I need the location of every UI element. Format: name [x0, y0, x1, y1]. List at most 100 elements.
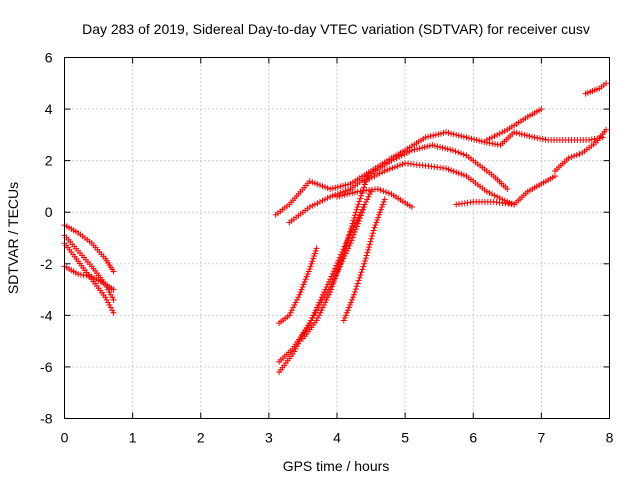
series-track-11	[340, 196, 388, 324]
data-point	[319, 183, 326, 190]
data-point	[357, 209, 364, 216]
data-point	[308, 260, 315, 267]
data-point	[429, 142, 436, 149]
data-point	[306, 178, 313, 185]
data-point	[419, 144, 426, 151]
data-point	[342, 182, 349, 189]
data-point	[105, 286, 112, 293]
data-point	[348, 237, 355, 244]
data-point	[307, 317, 314, 324]
data-point	[450, 131, 457, 138]
series-track-16	[552, 126, 610, 174]
data-point	[349, 189, 356, 196]
data-point	[361, 260, 368, 267]
series-track-13	[361, 160, 518, 208]
data-point	[309, 258, 316, 265]
data-point	[398, 152, 405, 159]
data-point	[296, 338, 303, 345]
data-point	[362, 198, 369, 205]
data-point	[353, 283, 360, 290]
series-track-7	[276, 245, 320, 327]
data-point	[318, 307, 325, 314]
data-point	[348, 223, 355, 230]
y-tick-label: 2	[45, 153, 53, 169]
data-point	[380, 188, 387, 195]
data-point	[346, 190, 353, 197]
data-point	[571, 153, 578, 160]
data-point	[360, 263, 367, 270]
data-point	[352, 209, 359, 216]
data-point	[345, 186, 352, 193]
data-point	[334, 193, 340, 200]
x-tick-label: 2	[197, 430, 205, 446]
data-point	[362, 255, 369, 262]
data-point	[327, 289, 334, 296]
data-point	[341, 191, 348, 198]
data-point	[332, 184, 339, 191]
data-point	[460, 172, 467, 179]
data-point	[437, 130, 444, 137]
data-point	[421, 144, 428, 151]
series-track-10	[299, 173, 371, 342]
data-point	[107, 291, 114, 298]
data-point	[588, 136, 595, 143]
data-point	[77, 271, 84, 278]
data-point	[314, 200, 321, 207]
data-point	[434, 143, 441, 150]
data-point	[312, 247, 319, 254]
data-point	[499, 129, 506, 136]
data-point	[300, 281, 307, 288]
data-point	[350, 294, 357, 301]
data-point	[336, 261, 343, 268]
x-tick-label: 5	[401, 430, 409, 446]
data-point	[330, 280, 337, 287]
data-point	[306, 204, 313, 211]
x-tick-label: 1	[129, 430, 137, 446]
data-point	[295, 340, 302, 347]
data-point	[367, 238, 374, 245]
data-point	[353, 206, 360, 213]
data-point	[426, 142, 433, 149]
data-point	[327, 186, 334, 193]
data-point	[476, 137, 483, 144]
data-point	[105, 299, 112, 306]
data-point	[359, 206, 366, 213]
data-point	[311, 180, 318, 187]
data-point	[531, 134, 538, 141]
data-point	[75, 271, 82, 278]
data-point	[344, 307, 351, 314]
data-point	[460, 151, 467, 158]
x-axis-label: GPS time / hours	[283, 458, 390, 474]
data-point	[290, 304, 297, 311]
data-point	[341, 247, 348, 254]
data-point	[110, 296, 117, 303]
data-point	[316, 312, 323, 319]
data-point	[83, 272, 90, 279]
data-point	[422, 134, 429, 141]
data-point	[483, 137, 490, 144]
data-point	[343, 242, 350, 249]
data-point	[447, 146, 454, 153]
data-point	[453, 131, 460, 138]
data-point	[318, 294, 325, 301]
chart-title: Day 283 of 2019, Sidereal Day-to-day VTE…	[82, 21, 590, 37]
data-point	[488, 191, 495, 198]
data-point	[357, 272, 364, 279]
data-marks	[61, 80, 610, 376]
data-point	[443, 129, 449, 136]
data-point	[370, 227, 377, 234]
data-point	[292, 299, 299, 306]
data-point	[306, 265, 313, 272]
data-point	[360, 204, 367, 211]
data-point	[371, 224, 378, 231]
data-point	[523, 132, 530, 139]
data-point	[344, 236, 351, 243]
data-point	[323, 296, 330, 303]
y-tick-label: -8	[40, 411, 53, 427]
data-point	[314, 314, 321, 321]
data-point	[537, 135, 544, 142]
data-point	[319, 291, 326, 298]
data-point	[311, 309, 318, 316]
data-point	[106, 302, 113, 309]
data-point	[304, 271, 311, 278]
